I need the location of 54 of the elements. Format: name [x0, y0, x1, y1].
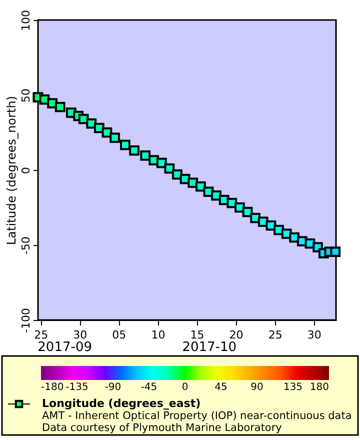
point	[172, 169, 182, 180]
y-tick-label: 100	[20, 10, 32, 31]
x-tick-label: 05	[112, 328, 126, 342]
point	[330, 246, 341, 257]
point	[156, 158, 167, 168]
color-bar-label: -135	[66, 382, 88, 393]
point	[94, 122, 104, 134]
point	[296, 236, 308, 246]
point	[47, 98, 58, 108]
y-tick-label: 0	[20, 167, 32, 174]
point	[195, 181, 206, 192]
color-bar-label: -45	[140, 382, 158, 393]
color-bar-label: 0	[182, 382, 188, 393]
text: AMT - Inherent Optical Property (IOP) near-continuous data	[42, 410, 352, 422]
x-tick-label: 10	[151, 328, 166, 342]
point	[242, 206, 253, 218]
x-tick-label: 25	[268, 328, 282, 342]
point	[164, 163, 175, 174]
legend-label: Longitude (degrees_east)	[42, 397, 201, 410]
color-bar-label: 180	[310, 382, 329, 393]
color-bar-label: -180	[41, 382, 64, 393]
point	[110, 132, 120, 143]
x-tick-label: 30	[307, 328, 322, 342]
point	[86, 118, 97, 129]
color-bar-label: 45	[214, 382, 228, 393]
point	[120, 140, 130, 150]
point	[203, 186, 214, 197]
color-bar-label: 135	[283, 382, 303, 393]
x-tick-label: 15	[190, 328, 204, 342]
point	[211, 190, 222, 201]
point	[289, 232, 300, 243]
y-axis-title: Latitude (degrees_north)	[4, 96, 18, 246]
point	[140, 150, 151, 161]
y-tick-label: -50	[20, 236, 32, 254]
text: 2017-09	[38, 340, 92, 355]
point	[129, 145, 140, 156]
x-tick-label: 30	[73, 328, 88, 342]
point	[188, 178, 198, 188]
x-tick-label: 20	[229, 328, 244, 342]
point	[54, 102, 66, 112]
point	[226, 198, 238, 208]
text: Data courtesy of Plymouth Marine Laboratory	[42, 422, 282, 434]
point	[148, 155, 159, 166]
y-tick-label: -100	[20, 308, 32, 333]
point	[258, 216, 268, 227]
text: 2017-10	[182, 340, 237, 355]
point	[234, 202, 245, 213]
y-tick-label: 50	[20, 88, 32, 102]
color-bar-label: 90	[250, 382, 264, 393]
point	[274, 224, 284, 236]
point	[281, 228, 292, 239]
x-tick-label: 25	[34, 328, 48, 342]
color-bar-label: -90	[104, 382, 122, 393]
point	[250, 212, 261, 224]
